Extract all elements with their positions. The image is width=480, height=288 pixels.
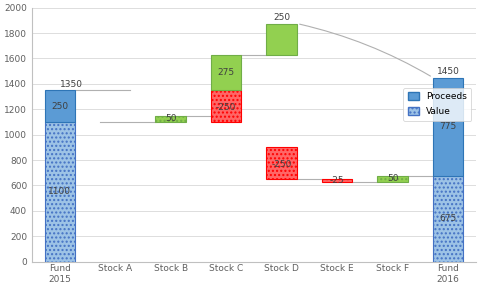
Text: 1450: 1450 [437, 67, 459, 76]
Text: -250: -250 [216, 103, 236, 112]
Text: 250: 250 [51, 102, 68, 111]
Bar [266, 147, 297, 179]
Text: -250: -250 [272, 160, 292, 169]
Bar [211, 90, 241, 122]
Text: 250: 250 [273, 13, 290, 22]
Text: 675: 675 [440, 214, 457, 223]
Bar [433, 176, 463, 262]
Text: 50: 50 [165, 114, 177, 123]
Text: 1100: 1100 [48, 187, 71, 196]
Bar [266, 24, 297, 55]
Text: 775: 775 [440, 122, 457, 131]
Text: 275: 275 [217, 68, 235, 77]
Bar [433, 77, 463, 176]
Text: 50: 50 [387, 174, 398, 183]
Bar [156, 115, 186, 122]
Legend: Proceeds, Value: Proceeds, Value [403, 88, 471, 121]
Bar [377, 176, 408, 182]
Bar [211, 55, 241, 90]
Bar [45, 90, 75, 122]
Bar [322, 179, 352, 182]
Bar [45, 122, 75, 262]
Text: -25: -25 [330, 176, 345, 185]
Text: 1350: 1350 [60, 80, 83, 89]
